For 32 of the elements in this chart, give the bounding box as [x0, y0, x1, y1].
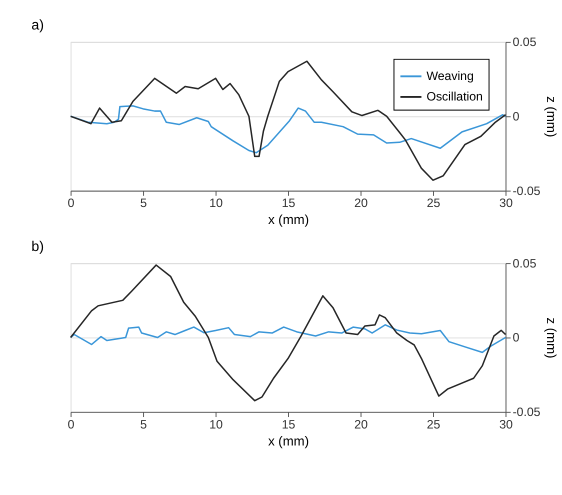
legend-label: Weaving	[426, 69, 474, 84]
chart-title: b)	[31, 238, 44, 254]
x-tick-label: 0	[68, 417, 75, 432]
y-tick-label: -0.05	[512, 405, 541, 420]
x-tick-label: 20	[354, 417, 368, 432]
x-tick-label: 15	[282, 417, 296, 432]
x-axis-title: x (mm)	[268, 212, 309, 228]
line-series	[70, 264, 506, 402]
y-tick-label: 0.05	[512, 256, 537, 270]
x-tick-label: 25	[426, 196, 440, 210]
y-axis-title: z (mm)	[544, 96, 560, 138]
x-tick-label: 15	[282, 196, 296, 210]
y-tick-label: -0.05	[512, 184, 541, 198]
x-axis-title: x (mm)	[268, 433, 309, 448]
x-tick-label: 10	[209, 196, 224, 210]
y-tick-label: 0.05	[512, 35, 537, 50]
x-tick-label: 25	[426, 417, 440, 432]
y-tick-label: 0	[512, 330, 520, 345]
x-tick-label: 5	[140, 417, 148, 432]
y-axis-title: z (mm)	[544, 318, 560, 358]
legend-label: Oscillation	[426, 90, 483, 104]
x-tick-label: 0	[68, 196, 75, 210]
x-tick-label: 5	[140, 196, 148, 210]
x-tick-label: 30	[499, 417, 513, 432]
y-tick-label: 0	[512, 110, 520, 124]
x-tick-label: 20	[354, 196, 368, 210]
line-series	[70, 105, 506, 154]
line-series	[70, 60, 506, 181]
x-tick-label: 10	[209, 417, 224, 432]
x-tick-label: 30	[499, 196, 513, 210]
line-series	[70, 324, 506, 354]
chart-title: a)	[31, 16, 44, 33]
